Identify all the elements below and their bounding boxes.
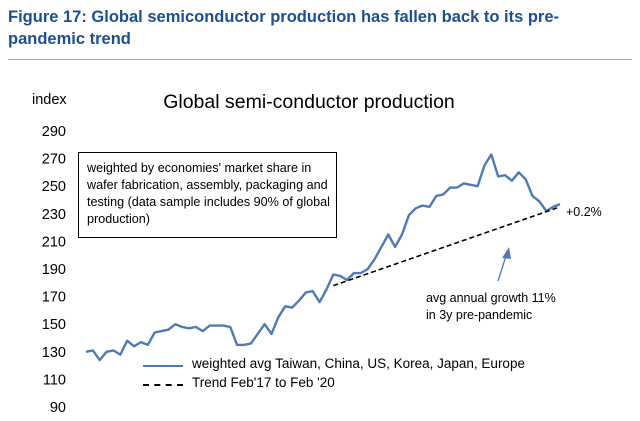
y-tick-label: 250 <box>42 179 66 195</box>
y-tick-label: 290 <box>42 124 66 140</box>
y-tick-label: 150 <box>42 317 66 333</box>
annotation-arrow <box>497 247 511 282</box>
legend-label: weighted avg Taiwan, China, US, Korea, J… <box>192 356 525 371</box>
chart-title: Global semi-conductor production <box>163 91 455 113</box>
y-tick-label: 270 <box>42 152 66 168</box>
title-divider <box>8 59 632 60</box>
legend-swatch-dashed <box>143 384 183 386</box>
series-line-trend <box>333 206 561 287</box>
y-axis-ticks: 90 110 130 150 170 190 210 230 250 270 290 <box>42 124 66 416</box>
y-tick-label: 110 <box>43 372 66 388</box>
y-tick-label: 210 <box>42 234 66 250</box>
y-tick-label: 190 <box>42 262 66 278</box>
series-layer <box>85 153 561 362</box>
annotation-trend-line-2: in 3y pre-pandemic <box>426 308 532 322</box>
y-axis-label: index <box>32 92 67 108</box>
figure-title: Figure 17: Global semiconductor producti… <box>8 8 560 48</box>
y-tick-label: 170 <box>42 290 66 306</box>
y-tick-label: 90 <box>50 400 66 416</box>
annotation-recent-growth: +0.2% <box>566 205 602 219</box>
legend-label: Trend Feb'17 to Feb '20 <box>192 375 335 390</box>
annotation-trend-line-1: avg annual growth 11% <box>426 291 556 305</box>
methodology-note: weighted by economies' market share in w… <box>78 152 337 238</box>
legend-swatch-solid <box>143 365 183 367</box>
y-tick-label: 130 <box>42 345 66 361</box>
series-line-weighted-avg <box>85 153 561 362</box>
annotation-trend-growth: avg annual growth 11% in 3y pre-pandemic <box>426 291 559 322</box>
y-tick-label: 230 <box>42 207 66 223</box>
